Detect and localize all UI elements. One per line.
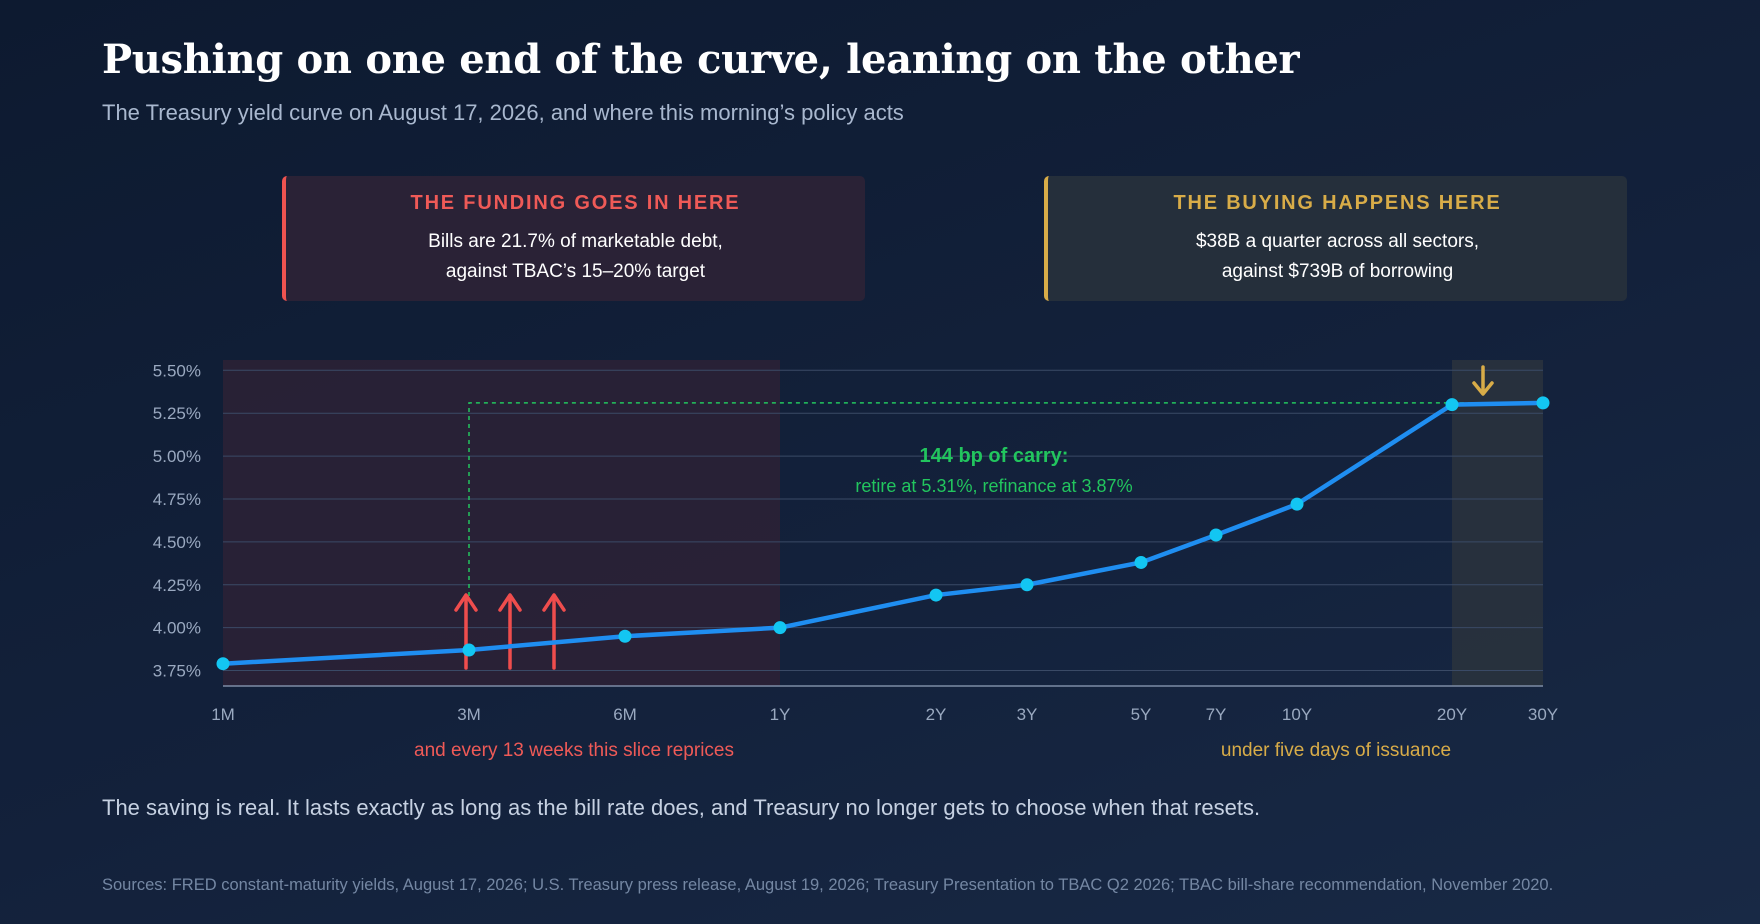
bond-issuance-note: under five days of issuance [1221,740,1451,761]
yield-point [1020,578,1034,592]
yield-point [773,621,787,635]
funding-callout-line-1: Bills are 21.7% of marketable debt, [428,231,723,252]
bonds-shaded-region [1452,360,1543,686]
funding-callout: THE FUNDING GOES IN HERE Bills are 21.7%… [282,176,865,301]
yield-point [618,629,632,643]
y-tick-label: 4.25% [153,576,201,595]
yield-point [929,588,943,602]
reprice-arrow-head [542,593,566,612]
yield-point [1445,398,1459,412]
x-tick-label: 1M [211,705,235,724]
y-tick-label: 5.00% [153,447,201,466]
buying-callout-line-2: against $739B of borrowing [1221,261,1454,282]
yield-point [1134,555,1148,569]
x-tick-label: 6M [613,705,637,724]
x-tick-label: 3M [457,705,481,724]
y-tick-label: 5.50% [153,361,201,380]
y-tick-label: 5.25% [153,404,201,423]
funding-callout-line-2: against TBAC’s 15–20% target [445,261,706,282]
yield-point [216,657,230,671]
carry-dashed-line [468,402,1543,596]
yield-point [1536,396,1550,410]
x-tick-label: 1Y [770,705,791,724]
x-tick-label: 30Y [1528,705,1558,724]
buying-callout: THE BUYING HAPPENS HERE $38B a quarter a… [1044,176,1627,301]
x-tick-label: 3Y [1017,705,1038,724]
y-tick-label: 3.75% [153,662,201,681]
reprice-arrow-head [498,593,522,612]
reprice-arrow-head [454,593,478,612]
carry-annotation-detail: retire at 5.31%, refinance at 3.87% [855,476,1132,496]
buying-arrow-head [1472,381,1494,396]
x-tick-label: 10Y [1282,705,1312,724]
buying-callout-line-1: $38B a quarter across all sectors, [1195,231,1480,252]
x-tick-label: 5Y [1131,705,1152,724]
y-tick-label: 4.50% [153,533,201,552]
bills-shaded-region [223,360,780,686]
x-tick-label: 7Y [1206,705,1227,724]
yield-point [1290,497,1304,511]
carry-annotation-heading: 144 bp of carry: [920,445,1069,467]
yield-point [1209,528,1223,542]
bill-reprice-note: and every 13 weeks this slice reprices [414,740,734,761]
closing-text: The saving is real. It lasts exactly as … [102,795,1261,820]
funding-callout-heading: THE FUNDING GOES IN HERE [410,192,741,214]
x-tick-label: 20Y [1437,705,1467,724]
y-tick-label: 4.75% [153,490,201,509]
x-tick-label: 2Y [926,705,947,724]
yield-point [462,643,476,657]
sources-note: Sources: FRED constant-maturity yields, … [102,876,1554,894]
y-tick-label: 4.00% [153,619,201,638]
page-title: Pushing on one end of the curve, leaning… [102,36,1300,83]
buying-callout-heading: THE BUYING HAPPENS HERE [1173,192,1502,214]
page-subtitle: The Treasury yield curve on August 17, 2… [102,100,904,125]
